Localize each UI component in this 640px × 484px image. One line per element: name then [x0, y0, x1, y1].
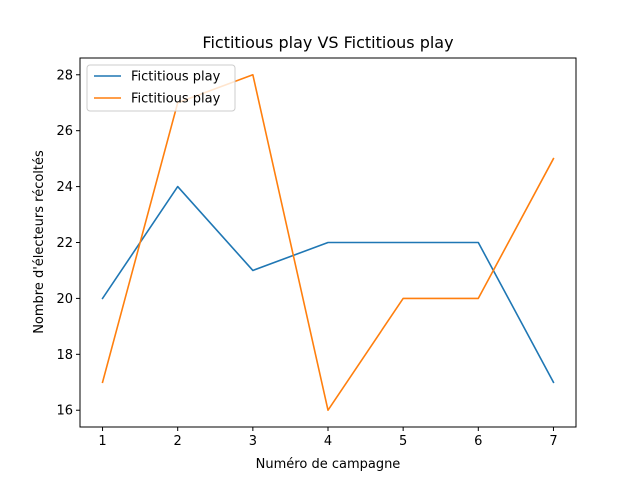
y-tick-label: 22 [56, 236, 73, 251]
legend-label-2: Fictitious play [131, 92, 221, 107]
x-axis-ticks: 1 2 3 4 5 6 7 [98, 427, 558, 449]
series-line-1 [101, 185, 555, 384]
x-tick-label: 1 [98, 434, 106, 449]
legend: Fictitious play Fictitious play [86, 64, 236, 112]
chart-title: Fictitious play VS Fictitious play [202, 33, 453, 52]
x-tick-label: 2 [174, 434, 182, 449]
series-lines [101, 73, 555, 412]
x-axis-label: Numéro de campagne [256, 457, 401, 472]
y-tick-label: 26 [56, 124, 73, 139]
plot-area [79, 57, 577, 428]
y-axis-ticks: 16 18 20 22 24 26 28 [56, 68, 80, 419]
x-tick-label: 6 [474, 434, 482, 449]
x-tick-label: 3 [249, 434, 257, 449]
y-tick-label: 16 [56, 404, 73, 419]
y-tick-label: 18 [56, 348, 73, 363]
y-tick-label: 28 [56, 68, 73, 83]
x-tick-label: 4 [324, 434, 332, 449]
x-tick-label: 5 [399, 434, 407, 449]
y-axis-label: Nombre d'électeurs récoltés [32, 150, 47, 334]
legend-label-1: Fictitious play [131, 70, 221, 85]
y-tick-label: 24 [56, 180, 73, 195]
x-tick-label: 7 [549, 434, 557, 449]
legend-box [86, 64, 236, 112]
y-tick-label: 20 [56, 292, 73, 307]
